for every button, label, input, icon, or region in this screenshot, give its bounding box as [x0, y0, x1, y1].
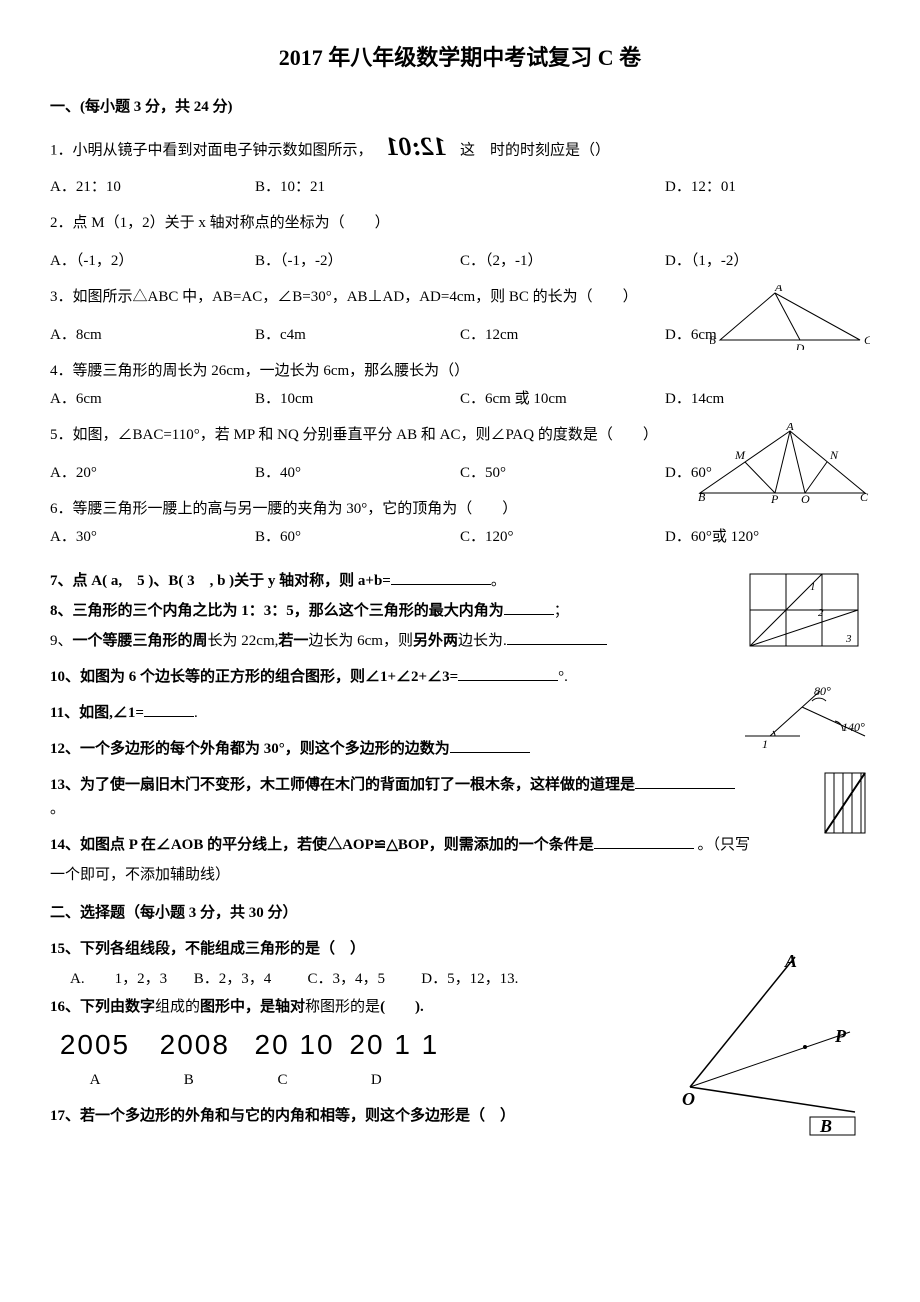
q2-opt-a: A．（-1，2） — [50, 249, 255, 273]
q3-figure: A B C D — [710, 285, 870, 358]
section2-header: 二、选择题（每小题 3 分，共 30 分） — [50, 901, 870, 925]
question-5: 5．如图，∠BAC=110°，若 MP 和 NQ 分别垂直平分 AB 和 AC，… — [50, 423, 870, 485]
q1-stem-b: 这 时的时刻应是（） — [460, 143, 610, 159]
q6-opt-c: C．120° — [460, 525, 665, 549]
q15-opt-a: A. 1，2，3 — [70, 967, 190, 991]
svg-text:A: A — [785, 423, 794, 433]
q15-stem: 15、下列各组线段，不能组成三角形的是（ ） — [50, 937, 870, 961]
svg-text:3: 3 — [845, 633, 852, 645]
question-1: 1．小明从镜子中看到对面电子钟示数如图所示， 12:01 这 时的时刻应是（） … — [50, 131, 870, 199]
blank — [594, 833, 694, 849]
q2-opt-d: D．（1，-2） — [665, 249, 870, 273]
svg-text:B: B — [710, 333, 717, 347]
q5-opt-c: C．50° — [460, 461, 665, 485]
q1-opt-d: D．12：01 — [665, 175, 870, 199]
q3-opt-c: C．12cm — [460, 323, 665, 347]
svg-text:A: A — [774, 285, 783, 294]
question-7-9-block: 1 2 3 7、点 A( a, 5 )、B( 3 , b )关于 y 轴对称，则… — [50, 569, 870, 653]
digital-clock-icon: 12:01 — [376, 131, 456, 171]
blank — [635, 773, 735, 789]
svg-text:140°: 140° — [842, 720, 865, 734]
q1-options: A．21：10 B．10：21 D．12：01 — [50, 175, 870, 199]
q4-stem: 4．等腰三角形的周长为 26cm，一边长为 6cm，那么腰长为（） — [50, 359, 870, 383]
q3-opt-b: B．c4m — [255, 323, 460, 347]
q15-opt-d: D．5，12，13. — [421, 967, 518, 991]
q15-opt-b: B．2，3，4 — [194, 967, 304, 991]
blank — [504, 599, 554, 615]
q1-stem-a: 1．小明从镜子中看到对面电子钟示数如图所示， — [50, 143, 373, 159]
question-14: 14、如图点 P 在∠AOB 的平分线上，若使△AOP≌△BOP，则需添加的一个… — [50, 833, 870, 887]
q5-opt-a: A．20° — [50, 461, 255, 485]
question-12: 12、一个多边形的每个外角都为 30°，则这个多边形的边数为 — [50, 737, 870, 761]
q6-opt-b: B．60° — [255, 525, 460, 549]
question-4: 4．等腰三角形的周长为 26cm，一边长为 6cm，那么腰长为（） A．6cm … — [50, 359, 870, 411]
q4-opt-c: C．6cm 或 10cm — [460, 387, 665, 411]
question-13: 13、为了使一扇旧木门不变形，木工师傅在木门的背面加钉了一根木条，这样做的道理是… — [50, 773, 870, 821]
section1-header: 一、(每小题 3 分，共 24 分) — [50, 95, 870, 119]
svg-text:1: 1 — [810, 581, 816, 593]
q4-opt-a: A．6cm — [50, 387, 255, 411]
q6-opt-a: A．30° — [50, 525, 255, 549]
q2-stem: 2．点 M（1，2）关于 x 轴对称点的坐标为（ ） — [50, 211, 870, 235]
blank — [391, 569, 491, 585]
svg-text:D: D — [795, 341, 805, 350]
q1-opt-c — [460, 175, 665, 199]
svg-text:2: 2 — [818, 607, 824, 619]
question-3: 3．如图所示△ABC 中，AB=AC，∠B=30°，AB⊥AD，AD=4cm，则… — [50, 285, 870, 347]
svg-text:N: N — [829, 448, 839, 462]
svg-text:C: C — [864, 333, 870, 347]
question-15: 15、下列各组线段，不能组成三角形的是（ ） A. 1，2，3 B．2，3，4 … — [50, 937, 870, 991]
svg-text:12:01: 12:01 — [386, 132, 447, 161]
q1-opt-a: A．21：10 — [50, 175, 255, 199]
blank — [507, 629, 607, 645]
squares-figure: 1 2 3 — [740, 564, 870, 667]
question-11: 1 80° 140° 11、如图,∠1=. — [50, 701, 870, 725]
q4-opt-b: B．10cm — [255, 387, 460, 411]
q1-opt-b: B．10：21 — [255, 175, 460, 199]
blank — [458, 665, 558, 681]
svg-text:80°: 80° — [814, 684, 831, 698]
page-title: 2017 年八年级数学期中考试复习 C 卷 — [50, 40, 870, 75]
q4-opt-d: D．14cm — [665, 387, 870, 411]
q2-opt-c: C．（2，-1） — [460, 249, 665, 273]
q5-opt-b: B．40° — [255, 461, 460, 485]
q2-opt-b: B．（-1，-2） — [255, 249, 460, 273]
blank — [450, 737, 530, 753]
question-17: 17、若一个多边形的外角和与它的内角和相等，则这个多边形是（ ） — [50, 1104, 870, 1128]
svg-text:M: M — [734, 448, 746, 462]
question-6: 6．等腰三角形一腰上的高与另一腰的夹角为 30°，它的顶角为（ ） A．30° … — [50, 497, 870, 549]
q6-stem: 6．等腰三角形一腰上的高与另一腰的夹角为 30°，它的顶角为（ ） — [50, 497, 870, 521]
question-16: 16、下列由数字组成的图形中，是轴对称图形的是( ). 2005 2008 20… — [50, 995, 870, 1092]
q16-year-options: 2005 2008 20 10 20 1 1 — [50, 1023, 870, 1068]
q6-opt-d: D．60°或 120° — [665, 525, 870, 549]
question-2: 2．点 M（1，2）关于 x 轴对称点的坐标为（ ） A．（-1，2） B．（-… — [50, 211, 870, 273]
q3-opt-a: A．8cm — [50, 323, 255, 347]
blank — [144, 701, 194, 717]
q15-opt-c: C．3，4，5 — [308, 967, 418, 991]
